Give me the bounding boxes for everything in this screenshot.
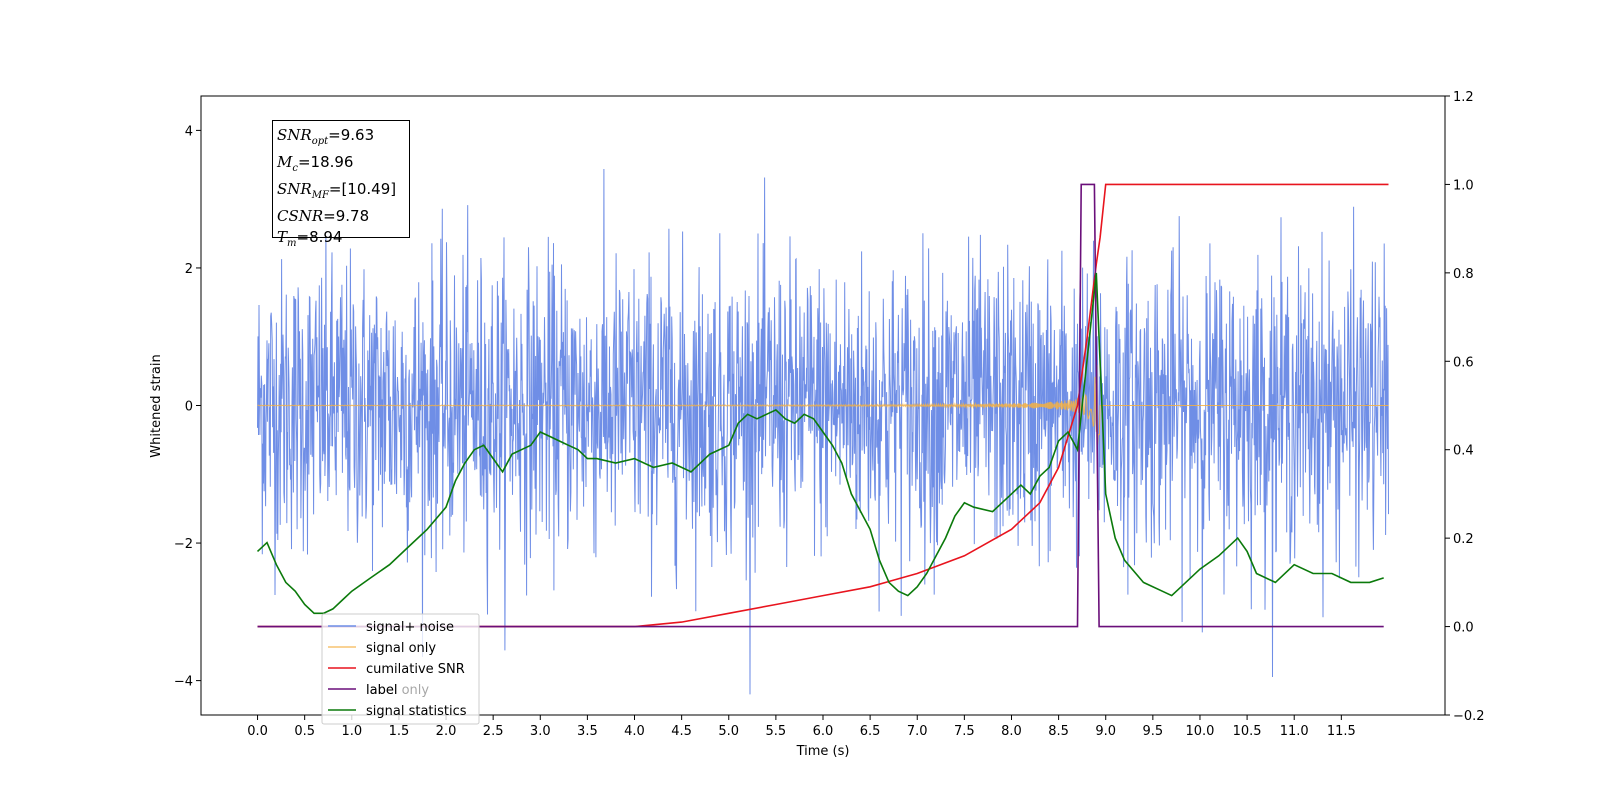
x-tick-label: 11.0 <box>1280 724 1309 739</box>
x-tick-label: 6.5 <box>860 724 881 739</box>
legend-entry: label <box>366 683 397 698</box>
y-tick-label: 0 <box>185 400 193 415</box>
x-tick-label: 5.0 <box>718 724 739 739</box>
y2-tick-label: −0.2 <box>1453 709 1485 724</box>
x-tick-label: 7.0 <box>907 724 928 739</box>
x-tick-label: 4.0 <box>624 724 645 739</box>
y-tick-label: −2 <box>174 537 193 552</box>
x-tick-label: 7.5 <box>954 724 975 739</box>
legend-entry: signal only <box>366 641 436 656</box>
x-axis-label: Time (s) <box>796 744 850 759</box>
series-signal-only <box>257 365 1389 445</box>
y2-tick-label: 0.4 <box>1453 444 1474 459</box>
x-tick-label: 8.0 <box>1001 724 1022 739</box>
chirp-mass-row: Mc=18.96 <box>277 153 354 174</box>
series-signal-noise <box>257 168 1389 695</box>
x-tick-label: 9.5 <box>1143 724 1164 739</box>
y2-tick-label: 0.6 <box>1453 355 1474 370</box>
x-tick-label: 3.0 <box>530 724 551 739</box>
y2-tick-label: 1.0 <box>1453 178 1474 193</box>
y2-tick-label: 1.2 <box>1453 90 1474 105</box>
x-tick-label: 3.5 <box>577 724 598 739</box>
x-tick-label: 10.5 <box>1233 724 1262 739</box>
x-tick-label: 8.5 <box>1048 724 1069 739</box>
y2-tick-label: 0.2 <box>1453 532 1474 547</box>
x-tick-label: 2.0 <box>436 724 457 739</box>
series-cumulative-snr <box>257 183 1389 628</box>
x-tick-label: 0.0 <box>247 724 268 739</box>
stats-info-box: SNRopt=9.63 Mc=18.96 SNRMF=[10.49] CSNR=… <box>272 120 410 249</box>
x-tick-label: 5.5 <box>766 724 787 739</box>
legend-entry-ghost: label only <box>366 683 429 698</box>
csnr-row: CSNR=9.78 <box>277 207 370 225</box>
y2-tick-label: 0.0 <box>1453 621 1474 636</box>
y-tick-label: 4 <box>185 124 193 139</box>
x-tick-label: 1.5 <box>389 724 410 739</box>
x-tick-label: 4.5 <box>671 724 692 739</box>
merger-time-row: Tm=8.94 <box>277 228 343 249</box>
snr-opt-row: SNRopt=9.63 <box>277 126 375 147</box>
x-tick-label: 6.0 <box>813 724 834 739</box>
x-tick-label: 2.5 <box>483 724 504 739</box>
y-tick-label: 2 <box>185 262 193 277</box>
y2-tick-label: 0.8 <box>1453 267 1474 282</box>
legend-box <box>321 613 480 725</box>
series-signal-statistics <box>256 272 1384 615</box>
x-tick-label: 11.5 <box>1327 724 1356 739</box>
legend: signal+ noise signal only cumilative SNR la… <box>321 613 480 725</box>
x-tick-label: 9.0 <box>1095 724 1116 739</box>
legend-entry: signal statistics <box>366 704 467 719</box>
snr-mf-row: SNRMF=[10.49] <box>277 180 397 201</box>
x-tick-label: 10.0 <box>1185 724 1214 739</box>
y-axis-label: Whitened strain <box>149 354 164 457</box>
legend-entry: signal+ noise <box>366 620 454 635</box>
x-tick-label: 0.5 <box>294 724 315 739</box>
series-label <box>257 183 1384 628</box>
y-tick-label: −4 <box>174 675 193 690</box>
x-tick-label: 1.0 <box>341 724 362 739</box>
legend-entry: cumilative SNR <box>366 662 465 677</box>
